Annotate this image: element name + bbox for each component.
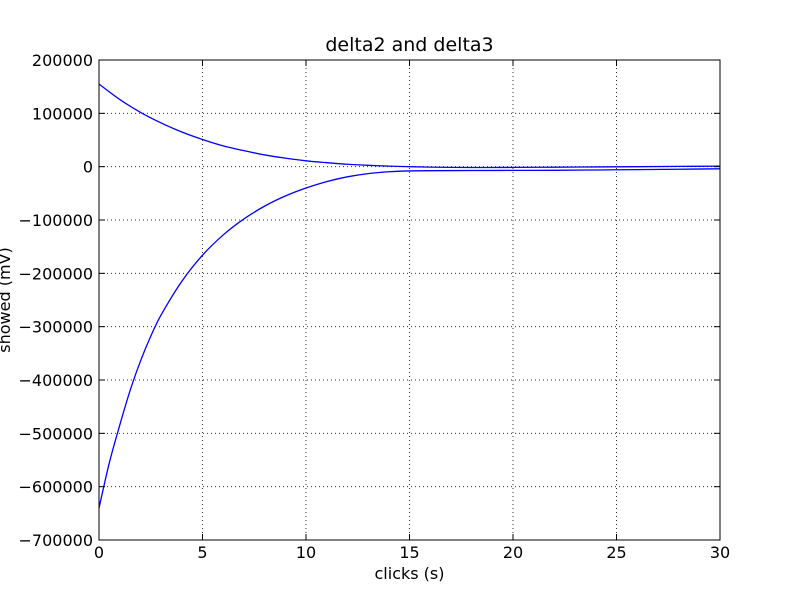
x-tick-label: 20 — [503, 543, 523, 562]
series-line-1 — [98, 83, 721, 169]
x-tick-label: 0 — [94, 543, 104, 562]
y-tick-label: 200000 — [32, 51, 93, 70]
y-tick-label: −200000 — [19, 264, 93, 283]
series-layer — [98, 83, 721, 509]
y-tick-label: −500000 — [19, 424, 93, 443]
grid-layer — [99, 60, 720, 540]
x-axis-label: clicks (s) — [375, 564, 445, 583]
y-axis-label: showed (mV) — [0, 247, 14, 352]
x-tick-label: 15 — [399, 543, 419, 562]
y-tick-label: −400000 — [19, 371, 93, 390]
x-tick-label: 10 — [296, 543, 316, 562]
tick-layer: 0 5 10 15 20 25 30 200000 100000 0 −100000 −200000 −… — [19, 51, 731, 562]
y-tick-label: −100000 — [19, 211, 93, 230]
x-tick-label: 30 — [710, 543, 730, 562]
x-tick-label: 25 — [606, 543, 626, 562]
y-tick-label: −600000 — [19, 478, 93, 497]
y-tick-label: 0 — [83, 158, 93, 177]
x-tick-label: 5 — [197, 543, 207, 562]
series-line-2 — [98, 168, 721, 509]
y-tick-label: −700000 — [19, 531, 93, 550]
y-tick-label: −300000 — [19, 318, 93, 337]
chart-title: delta2 and delta3 — [325, 34, 493, 56]
y-tick-label: 100000 — [32, 104, 93, 123]
